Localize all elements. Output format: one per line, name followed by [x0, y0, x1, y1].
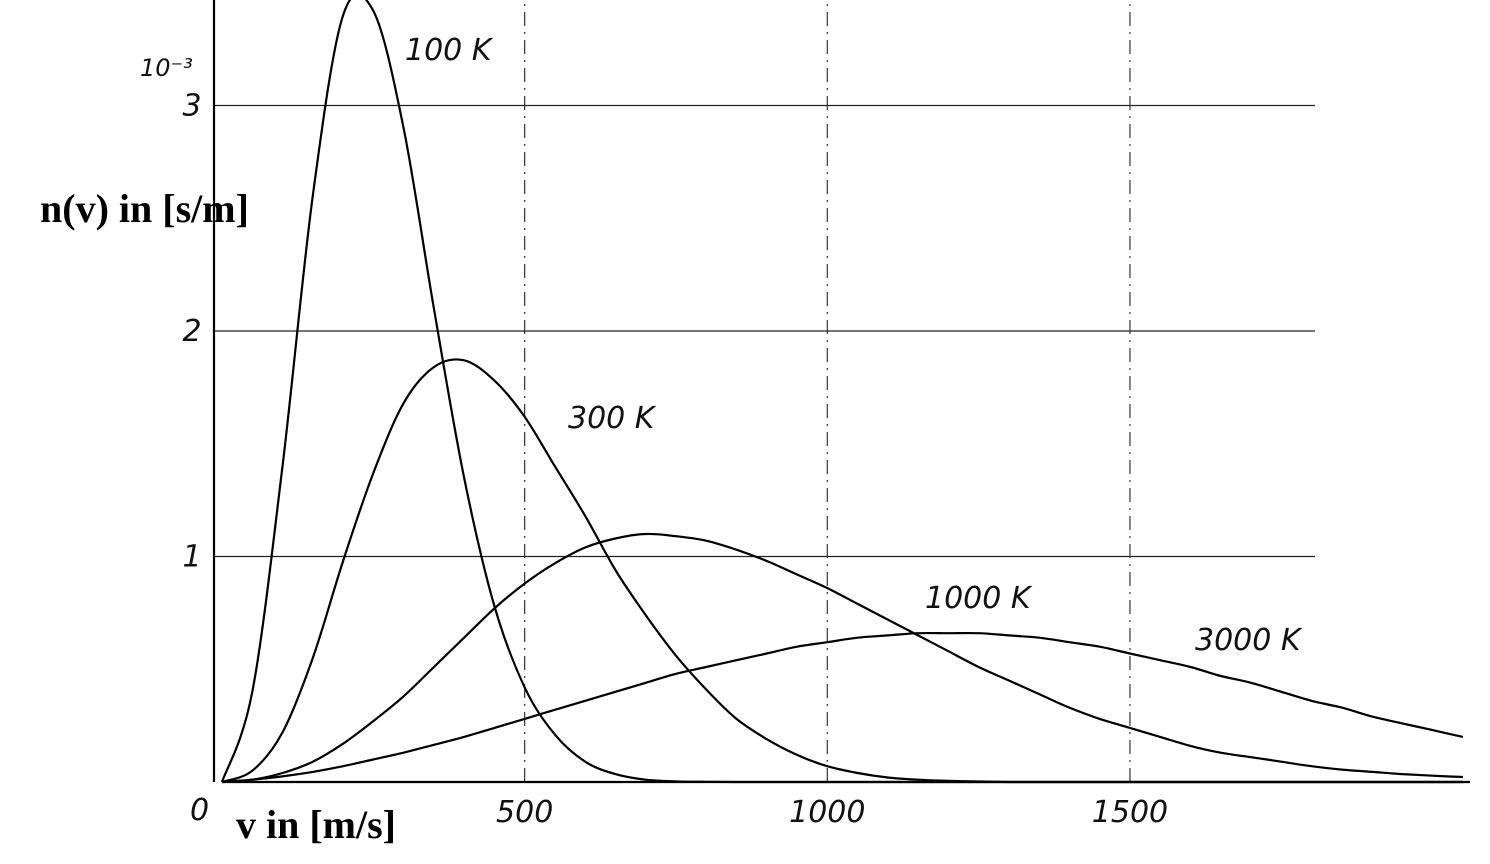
series-curves — [220, 0, 1464, 784]
x-tick-label: 1500 — [1092, 795, 1168, 830]
series-curve-0 — [220, 0, 1463, 784]
y-tick-labels: 1 2 3 — [182, 89, 201, 575]
x-tick-label: 500 — [496, 795, 553, 830]
vertical-gridlines — [524, 0, 1131, 782]
series-curve-3 — [221, 631, 1464, 784]
y-tick-label: 3 — [182, 89, 201, 124]
y-axis-title: n(v) in [s/m] — [40, 186, 249, 231]
horizontal-gridlines — [214, 104, 1315, 558]
x-origin-label: 0 — [190, 793, 209, 828]
series-labels: 100 K 300 K 1000 K 3000 K — [405, 33, 1303, 658]
x-axis-title: v in [m/s] — [236, 802, 396, 847]
y-tick-label: 2 — [182, 314, 201, 349]
y-scale-note: 10⁻³ — [140, 54, 193, 82]
series-label-2: 1000 K — [925, 581, 1033, 616]
series-curve-2 — [221, 532, 1463, 784]
series-label-3: 3000 K — [1195, 623, 1303, 658]
series-label-0: 100 K — [405, 33, 494, 68]
y-tick-label: 1 — [182, 540, 201, 575]
x-tick-label: 1000 — [789, 795, 865, 830]
x-tick-labels: 500 1000 1500 — [496, 795, 1168, 830]
series-label-1: 300 K — [568, 401, 657, 436]
series-curve-1 — [221, 358, 1463, 784]
